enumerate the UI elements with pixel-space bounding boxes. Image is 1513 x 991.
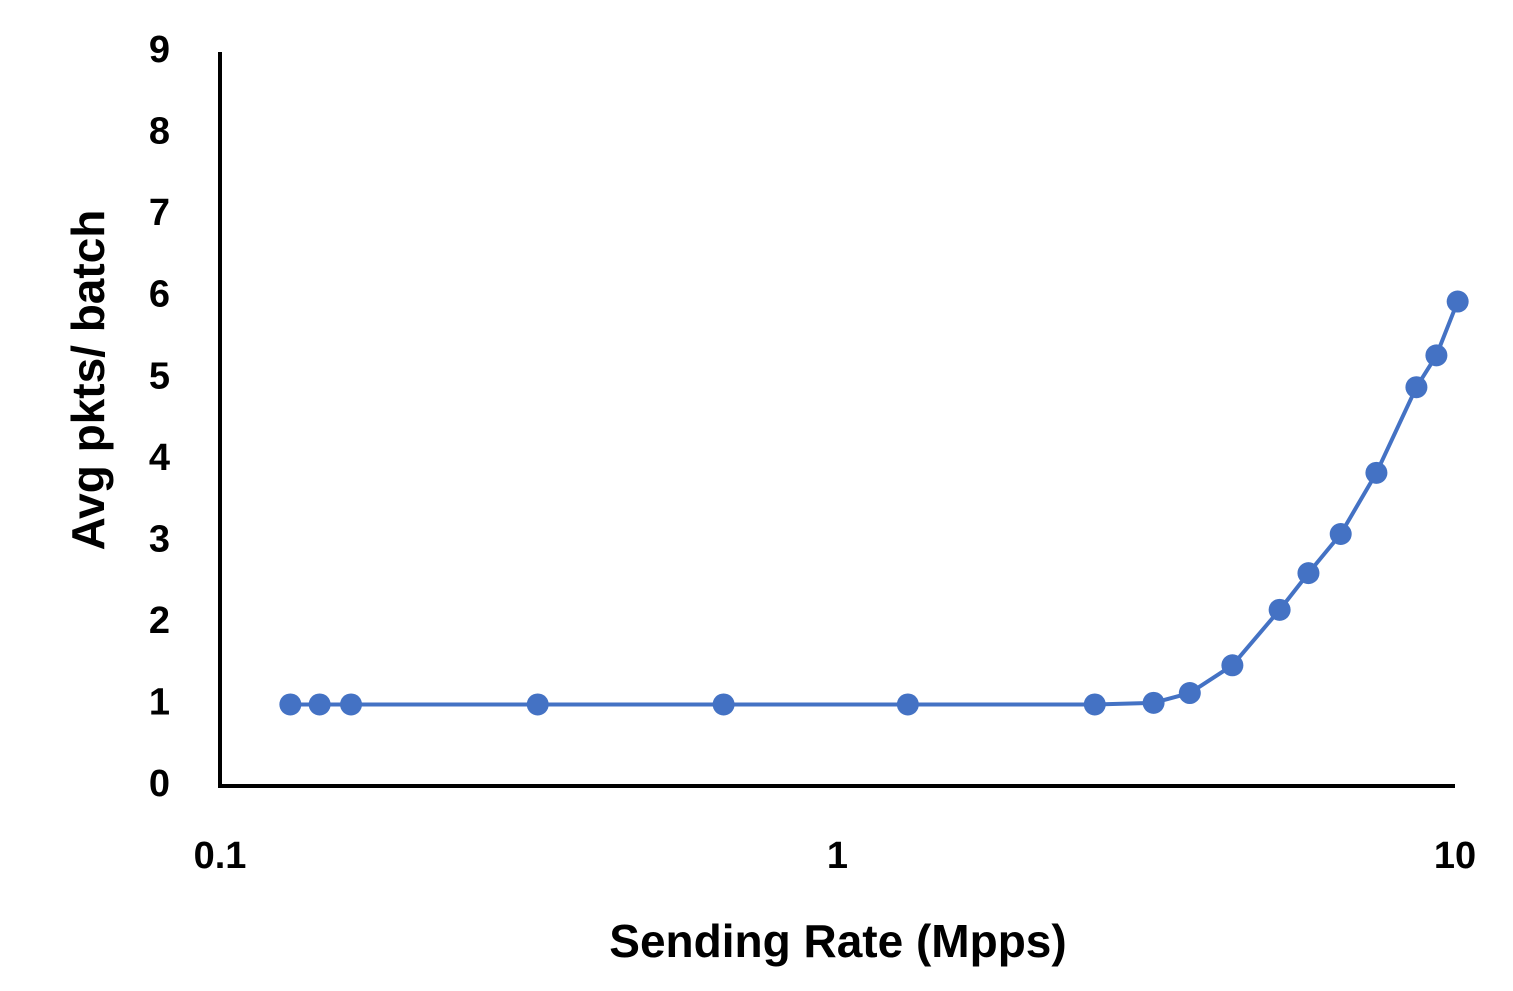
data-point: [279, 693, 302, 716]
data-point: [340, 693, 363, 716]
y-tick-label: 3: [149, 518, 170, 560]
data-point: [1405, 376, 1428, 399]
data-point: [1178, 682, 1201, 705]
data-point: [1446, 290, 1469, 313]
y-tick-label: 9: [149, 29, 170, 71]
y-tick-label: 4: [149, 437, 170, 479]
y-axis-title: Avg pkts/ batch: [62, 210, 114, 551]
data-line: [290, 300, 1460, 707]
x-axis-title: Sending Rate (Mpps): [609, 915, 1066, 967]
data-point: [1425, 344, 1448, 367]
x-tick-label: 0.1: [194, 835, 247, 877]
data-point: [1365, 461, 1388, 484]
data-point: [1142, 691, 1165, 714]
data-point: [1268, 598, 1291, 621]
x-tick-label: 1: [827, 835, 848, 877]
data-point: [308, 693, 331, 716]
y-tick-label: 8: [149, 111, 170, 153]
y-tick-label: 7: [149, 192, 170, 234]
data-point: [1297, 562, 1320, 585]
y-tick-label: 6: [149, 274, 170, 316]
y-tick-label: 5: [149, 355, 170, 397]
data-point: [896, 693, 919, 716]
y-tick-label: 0: [149, 763, 170, 805]
data-point: [1083, 693, 1106, 716]
data-point: [1329, 522, 1352, 545]
y-tick-label: 2: [149, 600, 170, 642]
data-point: [1221, 654, 1244, 677]
x-tick-label: 10: [1434, 835, 1476, 877]
y-tick-label: 1: [149, 681, 170, 723]
data-point: [526, 693, 549, 716]
data-point: [712, 693, 735, 716]
